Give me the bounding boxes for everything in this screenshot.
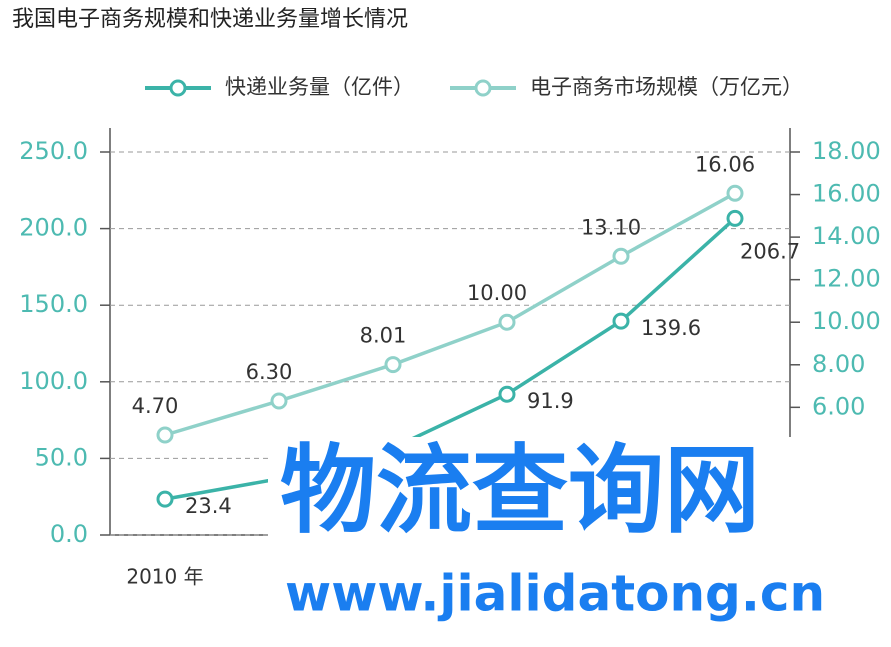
y2-tick-label: 8.00 — [812, 350, 865, 378]
y2-tick-label: 18.00 — [812, 137, 881, 165]
data-label: 91.9 — [527, 389, 574, 413]
data-point — [270, 392, 288, 410]
chart-title: 我国电子商务规模和快递业务量增长情况 — [12, 7, 408, 32]
data-label: 13.10 — [581, 215, 641, 239]
data-label: 139.6 — [641, 316, 701, 340]
data-label: 10.00 — [467, 281, 527, 305]
legend-marker — [169, 79, 187, 97]
y2-tick-label: 16.00 — [812, 180, 881, 208]
y-tick-label: 250.0 — [19, 137, 88, 165]
watermark-background — [268, 437, 891, 647]
y-tick-label: 0.0 — [50, 520, 88, 548]
data-point — [156, 490, 174, 508]
x-tick-label: 2010 年 — [126, 565, 203, 589]
data-point — [498, 313, 516, 331]
y-tick-label: 150.0 — [19, 290, 88, 318]
y-tick-label: 100.0 — [19, 367, 88, 395]
data-label: 206.7 — [740, 239, 800, 263]
legend-label: 电子商务市场规模（万亿元） — [530, 75, 803, 99]
y-tick-label: 50.0 — [35, 443, 88, 471]
y2-tick-label: 12.00 — [812, 265, 881, 293]
data-label: 16.06 — [695, 152, 755, 176]
data-point — [156, 426, 174, 444]
series-line — [164, 191, 736, 437]
watermark-url: www.jialidatong.cn — [285, 565, 825, 623]
legend-marker — [474, 79, 492, 97]
data-point — [726, 209, 744, 227]
data-point — [726, 184, 744, 202]
y2-tick-label: 14.00 — [812, 222, 881, 250]
data-label: 8.01 — [360, 324, 407, 348]
data-label: 23.4 — [185, 494, 232, 518]
data-point — [612, 247, 630, 265]
y2-tick-label: 6.00 — [812, 392, 865, 420]
series-line — [164, 217, 737, 501]
data-point — [498, 385, 516, 403]
legend-label: 快递业务量（亿件） — [225, 75, 414, 99]
data-label: 4.70 — [132, 394, 179, 418]
y2-tick-label: 10.00 — [812, 307, 881, 335]
y-tick-label: 200.0 — [19, 214, 88, 242]
data-point — [384, 356, 402, 374]
watermark-title: 物流查询网 — [280, 434, 760, 546]
data-label: 6.30 — [246, 360, 293, 384]
data-point — [612, 312, 630, 330]
